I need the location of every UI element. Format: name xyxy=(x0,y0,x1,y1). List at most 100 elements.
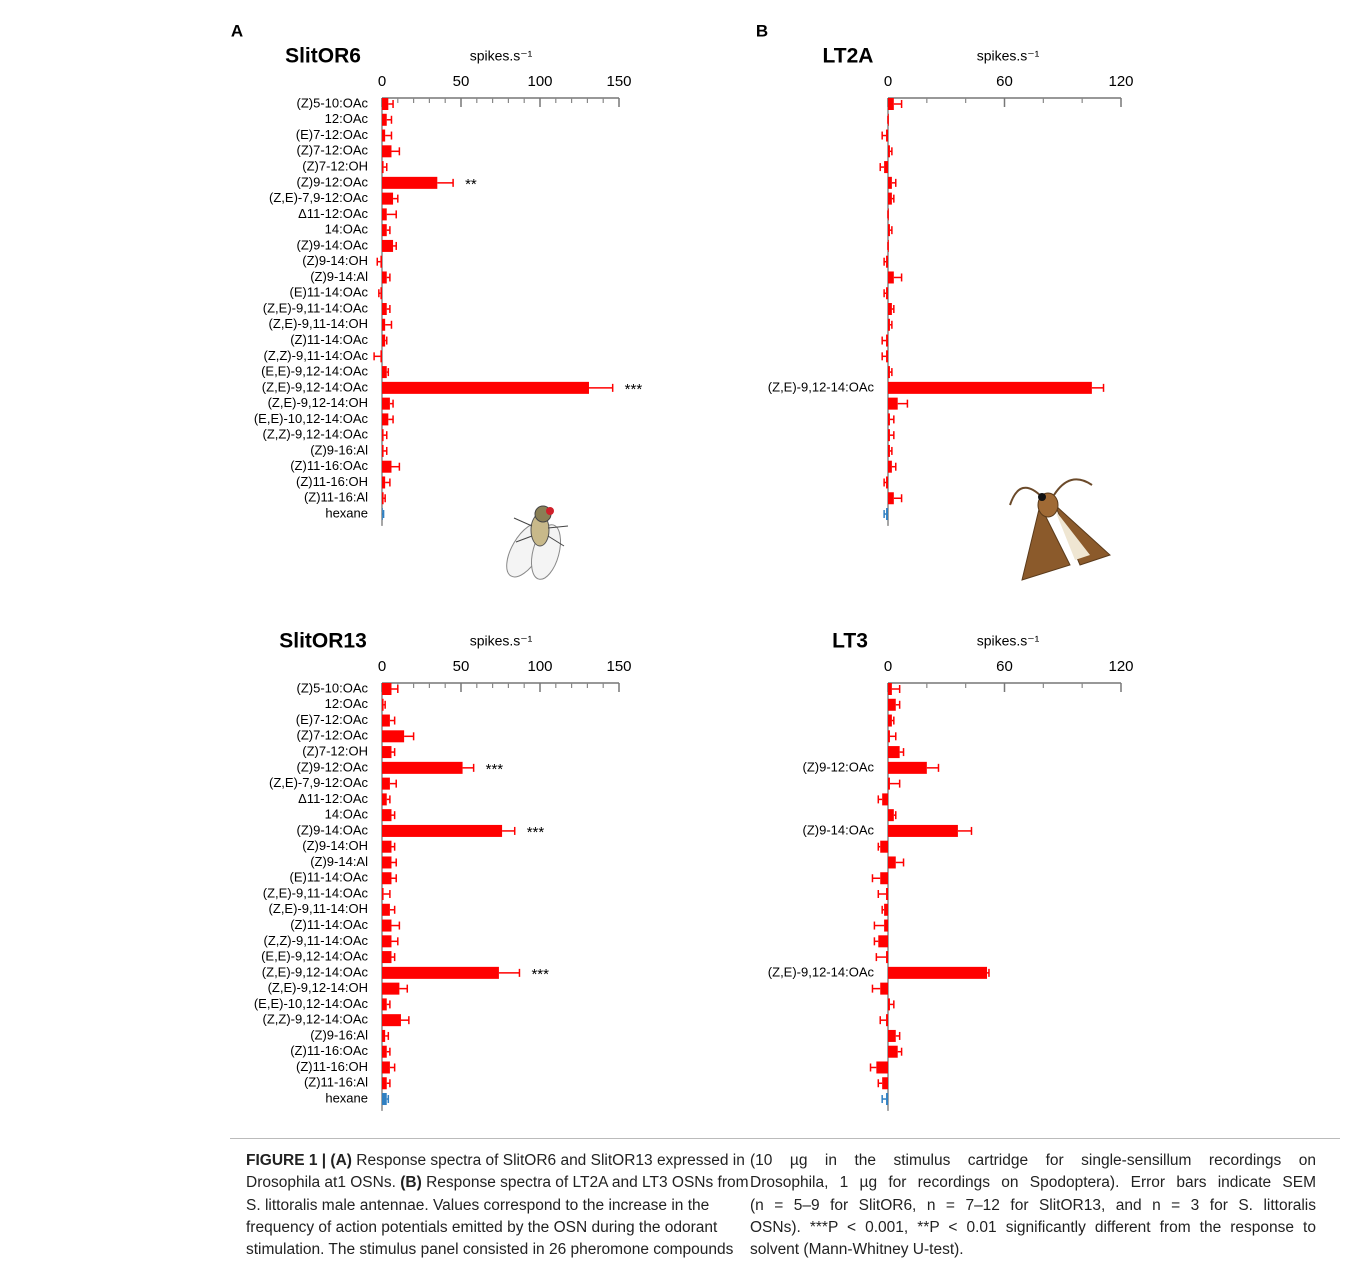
category-label: (Z,E)-9,12-14:OAc xyxy=(768,964,875,979)
category-label: (Z,E)-9,12-14:OH xyxy=(268,980,368,995)
bar xyxy=(382,1093,387,1106)
bar xyxy=(886,350,888,363)
bar xyxy=(888,271,894,284)
category-label: (Z)9-16:Al xyxy=(310,1027,368,1042)
bar xyxy=(880,982,888,995)
bar xyxy=(382,824,503,837)
category-label: (Z,E)-9,11-14:OH xyxy=(269,901,368,916)
category-label: (Z,E)-9,12-14:OH xyxy=(268,395,368,410)
category-label: (Z)9-14:OH xyxy=(302,838,368,853)
bar xyxy=(888,429,890,442)
bar xyxy=(886,255,888,268)
category-label: (Z)9-12:OAc xyxy=(296,759,368,774)
axis-label: spikes.s⁻¹ xyxy=(470,48,533,64)
caption-text: frequency of action potentials emitted b… xyxy=(246,1218,718,1236)
bar xyxy=(886,888,888,901)
bar xyxy=(382,982,400,995)
caption-line: FIGURE 1 | (A) Response spectra of SlitO… xyxy=(246,1150,745,1172)
category-label: (Z)9-12:OAc xyxy=(802,759,874,774)
bar xyxy=(882,1077,888,1090)
bar xyxy=(878,935,888,948)
bar xyxy=(888,397,898,410)
bar xyxy=(886,287,888,300)
category-label: (Z)11-16:OH xyxy=(296,1059,368,1074)
bar xyxy=(382,809,392,822)
category-label: (E)11-14:OAc xyxy=(289,285,368,300)
caption-line: stimulation. The stimulus panel consiste… xyxy=(246,1239,733,1261)
axis-label: spikes.s⁻¹ xyxy=(977,633,1040,649)
category-label: (E,E)-9,12-14:OAc xyxy=(261,364,368,379)
category-label: (Z)9-16:Al xyxy=(310,442,368,457)
caption-line: Drosophila, 1 µg for recordings on Spodo… xyxy=(750,1172,1316,1194)
bar xyxy=(382,145,392,158)
category-label: (Z)9-14:Al xyxy=(310,269,368,284)
category-label: (Z)7-12:OH xyxy=(302,159,368,174)
bar xyxy=(884,919,888,932)
caption-text: Response spectra of LT2A and LT3 OSNs fr… xyxy=(426,1174,749,1192)
bar xyxy=(382,872,392,885)
caption-text: stimulation. The stimulus panel consiste… xyxy=(246,1241,734,1259)
category-label: (Z,E)-7,9-12:OAc xyxy=(269,190,368,205)
bar xyxy=(382,714,390,727)
category-label: (Z)9-14:OAc xyxy=(296,237,368,252)
chart-title: LT2A xyxy=(823,45,874,68)
axis-label: spikes.s⁻¹ xyxy=(470,633,533,649)
bar xyxy=(382,1029,386,1042)
x-tick-label: 50 xyxy=(453,658,470,675)
caption-line: OSNs). ***P < 0.001, **P < 0.01 signific… xyxy=(750,1217,1316,1239)
category-label: (Z)11-14:OAc xyxy=(290,332,368,347)
bar xyxy=(886,508,888,521)
bar xyxy=(382,476,386,489)
category-label: (Z,E)-9,12-14:OAc xyxy=(262,964,369,979)
caption-line: S. littoralis male antennae. Values corr… xyxy=(246,1195,709,1217)
category-label: (E,E)-10,12-14:OAc xyxy=(254,411,369,426)
bar xyxy=(882,793,888,806)
bar xyxy=(886,129,888,142)
caption-text: Drosophila at1 OSNs. xyxy=(246,1174,396,1192)
category-label: (E,E)-9,12-14:OAc xyxy=(261,949,368,964)
bar xyxy=(382,1045,387,1058)
category-label: Δ11-12:OAc xyxy=(298,206,368,221)
chart-title: SlitOR6 xyxy=(285,45,361,68)
category-label: (Z)11-16:OAc xyxy=(290,458,368,473)
bar xyxy=(382,1077,387,1090)
caption-label: FIGURE 1 | (A) xyxy=(246,1152,352,1169)
bar xyxy=(382,192,394,205)
bar xyxy=(884,903,888,916)
bar xyxy=(888,1045,898,1058)
bar xyxy=(888,303,892,316)
bar xyxy=(382,761,463,774)
caption-line: Drosophila at1 OSNs. (B) Response spectr… xyxy=(246,1172,749,1194)
category-label: (Z)11-16:Al xyxy=(304,1075,368,1090)
bar xyxy=(382,903,390,916)
bar xyxy=(888,824,958,837)
category-label: (Z)5-10:OAc xyxy=(296,680,368,695)
bar xyxy=(382,429,384,442)
category-label: (E)7-12:OAc xyxy=(296,712,369,727)
caption-right: (10 µg in the stimulus cartridge for sin… xyxy=(750,1150,1316,1261)
bar xyxy=(382,334,386,347)
bar xyxy=(382,746,392,759)
bar xyxy=(382,303,387,316)
x-tick-label: 60 xyxy=(996,73,1013,90)
category-label: (Z,Z)-9,11-14:OAc xyxy=(263,348,368,363)
bar xyxy=(382,951,392,964)
caption-text: S. littoralis male antennae. Values corr… xyxy=(246,1196,710,1214)
caption-text: Drosophila, 1 µg for recordings on Spodo… xyxy=(750,1174,1316,1192)
x-tick-label: 150 xyxy=(606,73,631,90)
x-tick-label: 100 xyxy=(527,73,552,90)
category-label: hexane xyxy=(325,505,368,520)
x-tick-label: 60 xyxy=(996,658,1013,675)
bar xyxy=(888,492,894,505)
bar xyxy=(888,224,890,237)
category-label: Δ11-12:OAc xyxy=(298,791,368,806)
category-label: (Z)9-14:OAc xyxy=(802,822,874,837)
caption-line: (10 µg in the stimulus cartridge for sin… xyxy=(750,1150,1316,1172)
x-tick-label: 120 xyxy=(1108,658,1133,675)
bar xyxy=(888,366,890,379)
bar xyxy=(382,161,384,174)
category-label: (Z)11-16:OH xyxy=(296,474,368,489)
category-label: (Z)9-14:OAc xyxy=(296,822,368,837)
bar xyxy=(880,872,888,885)
